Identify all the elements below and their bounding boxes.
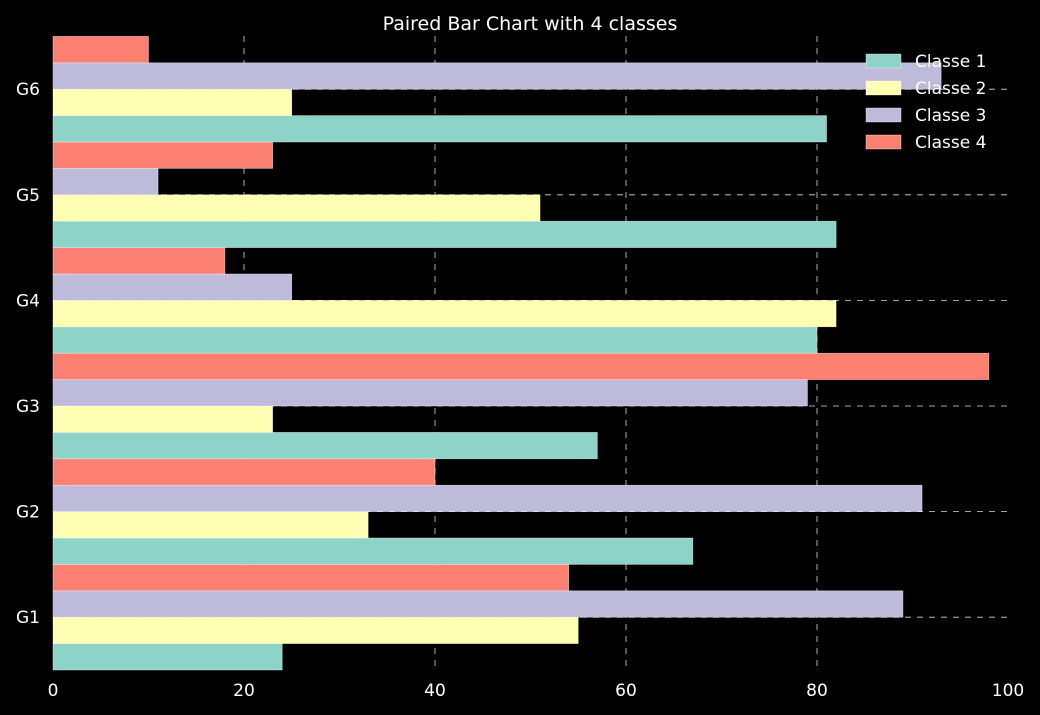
bar-g5-classe-3 [52,168,159,196]
bar-g3-classe-1 [52,432,598,460]
legend-label: Classe 1 [915,52,986,72]
bar-g4-classe-4 [52,247,226,275]
x-tick-label: 40 [424,681,446,701]
legend-swatch [865,53,902,69]
x-tick-label: 60 [615,681,637,701]
bar-g3-classe-2 [52,405,273,433]
bar-g2-classe-3 [52,484,923,512]
bar-g5-classe-4 [52,141,273,169]
y-tick-label: G4 [16,291,40,311]
bar-g2-classe-4 [52,458,436,486]
legend-label: Classe 3 [915,106,986,126]
chart-title: Paired Bar Chart with 4 classes [383,13,678,35]
legend-label: Classe 4 [915,133,986,153]
y-tick-label: G1 [16,608,40,628]
legend-swatch [865,80,902,96]
y-tick-label: G3 [16,397,40,417]
x-tick-label: 0 [48,681,59,701]
bar-g4-classe-2 [52,300,837,328]
bar-g1-classe-1 [52,643,283,671]
y-axis: G1 G2 G3 G4 G5 G6 [16,80,40,628]
x-tick-label: 80 [806,681,828,701]
y-tick-label: G5 [16,186,40,206]
bar-g4-classe-1 [52,326,818,354]
bar-g6-classe-2 [52,88,293,116]
x-tick-label: 20 [233,681,255,701]
bar-g1-classe-3 [52,590,904,618]
bar-g3-classe-4 [52,352,990,380]
legend-label: Classe 2 [915,79,986,99]
legend-swatch [865,107,902,123]
legend-swatch [865,134,902,150]
bar-g4-classe-3 [52,273,293,301]
bar-g1-classe-2 [52,616,579,644]
bar-g6-classe-1 [52,115,827,143]
y-tick-label: G6 [16,80,40,100]
bar-g5-classe-2 [52,194,541,222]
legend: Classe 1 Classe 2 Classe 3 Classe 4 [865,52,986,153]
x-tick-label: 100 [992,681,1024,701]
bar-g6-classe-3 [52,62,942,90]
bar-g3-classe-3 [52,379,808,407]
y-tick-label: G2 [16,503,40,523]
bar-g5-classe-1 [52,220,837,248]
bars [52,36,990,671]
bar-g2-classe-2 [52,511,369,539]
bar-g1-classe-4 [52,564,570,592]
bar-g6-classe-4 [52,36,149,64]
x-axis: 0 20 40 60 80 100 [48,681,1025,701]
bar-g2-classe-1 [52,537,694,565]
